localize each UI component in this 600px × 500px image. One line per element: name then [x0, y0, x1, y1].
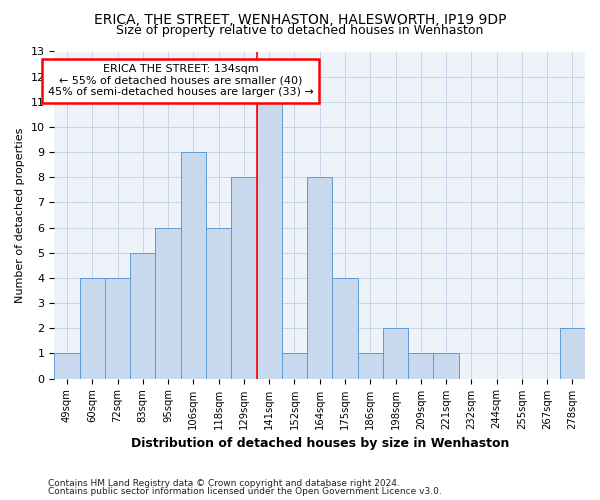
- Bar: [307, 178, 332, 378]
- Bar: [358, 354, 383, 378]
- X-axis label: Distribution of detached houses by size in Wenhaston: Distribution of detached houses by size …: [131, 437, 509, 450]
- Bar: [105, 278, 130, 378]
- Bar: [155, 228, 181, 378]
- Text: Size of property relative to detached houses in Wenhaston: Size of property relative to detached ho…: [116, 24, 484, 37]
- Y-axis label: Number of detached properties: Number of detached properties: [15, 128, 25, 302]
- Bar: [560, 328, 585, 378]
- Bar: [408, 354, 433, 378]
- Bar: [383, 328, 408, 378]
- Bar: [332, 278, 358, 378]
- Bar: [206, 228, 231, 378]
- Bar: [282, 354, 307, 378]
- Bar: [55, 354, 80, 378]
- Bar: [257, 102, 282, 378]
- Text: ERICA, THE STREET, WENHASTON, HALESWORTH, IP19 9DP: ERICA, THE STREET, WENHASTON, HALESWORTH…: [94, 12, 506, 26]
- Bar: [231, 178, 257, 378]
- Bar: [433, 354, 458, 378]
- Bar: [130, 253, 155, 378]
- Text: ERICA THE STREET: 134sqm
← 55% of detached houses are smaller (40)
45% of semi-d: ERICA THE STREET: 134sqm ← 55% of detach…: [48, 64, 314, 98]
- Text: Contains HM Land Registry data © Crown copyright and database right 2024.: Contains HM Land Registry data © Crown c…: [48, 478, 400, 488]
- Bar: [181, 152, 206, 378]
- Bar: [80, 278, 105, 378]
- Text: Contains public sector information licensed under the Open Government Licence v3: Contains public sector information licen…: [48, 487, 442, 496]
